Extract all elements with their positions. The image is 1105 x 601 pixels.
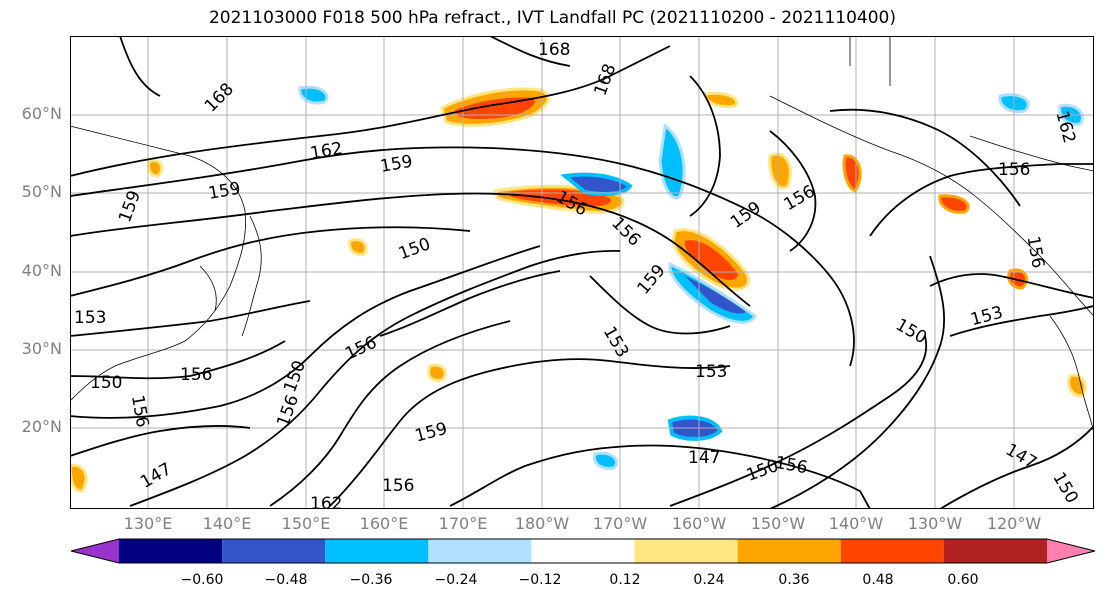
colorbar-tick-label: 0.36 bbox=[778, 572, 810, 588]
shade-patch-8 bbox=[348, 238, 368, 256]
colorbar-outline bbox=[70, 538, 1096, 564]
colorbar-box bbox=[737, 539, 841, 563]
colorbar-tick-label: −0.48 bbox=[264, 572, 308, 588]
shade-patch-4 bbox=[703, 91, 739, 108]
lat-label-40n: 40°N bbox=[21, 261, 62, 280]
shade-patch-14 bbox=[427, 363, 447, 382]
contour-label: 162 bbox=[310, 494, 342, 509]
colorbar-tick-label: 0.48 bbox=[862, 572, 894, 588]
colorbar-box bbox=[428, 539, 532, 563]
contour-label: 156 bbox=[180, 365, 212, 385]
shade-nepac-neg-core bbox=[685, 276, 746, 314]
colorbar-tick-label: −0.36 bbox=[349, 572, 393, 588]
lon-label-160w: 160°W bbox=[671, 514, 727, 533]
colorbar-tick-label: −0.24 bbox=[434, 572, 478, 588]
shade-patch-9 bbox=[146, 158, 164, 178]
shade-patch-12 bbox=[592, 451, 619, 470]
coastlines bbox=[70, 36, 1094, 437]
map-gridlines bbox=[70, 36, 1094, 509]
shade-patch-1 bbox=[768, 152, 792, 190]
colorbar-boxes bbox=[70, 538, 1096, 564]
height-contours bbox=[70, 36, 1094, 509]
colorbar-tick-label: −0.12 bbox=[518, 572, 562, 588]
lon-label-170e: 170°E bbox=[438, 514, 488, 533]
lon-label-170w: 170°W bbox=[592, 514, 648, 533]
contour-label: 156 bbox=[382, 476, 414, 496]
shade-nepac-core bbox=[684, 240, 738, 280]
shade-okhotsk-core bbox=[455, 97, 535, 119]
contour-label: 153 bbox=[74, 308, 106, 328]
colorbar-box bbox=[325, 539, 429, 563]
shade-patch-3 bbox=[298, 85, 329, 105]
lon-label-150e: 150°E bbox=[281, 514, 331, 533]
lon-label-130e: 130°E bbox=[123, 514, 173, 533]
map-panel: 168 168 162 159 159 159 156 156 156 153 … bbox=[70, 36, 1094, 509]
lon-label-140e: 140°E bbox=[202, 514, 252, 533]
colorbar-box bbox=[531, 539, 635, 563]
colorbar-tick-label: −0.60 bbox=[180, 572, 224, 588]
colorbar-box bbox=[222, 539, 326, 563]
colorbar-box bbox=[119, 539, 223, 563]
lat-label-20n: 20°N bbox=[21, 417, 62, 436]
colorbar-arrow-max bbox=[1047, 539, 1095, 563]
colorbar-tick-label: 0.60 bbox=[947, 572, 979, 588]
shade-patch-13 bbox=[70, 463, 88, 493]
contour-label: 156 bbox=[998, 160, 1030, 180]
colorbar-box bbox=[634, 539, 738, 563]
lon-label-140w: 140°W bbox=[828, 514, 884, 533]
lat-label-50n: 50°N bbox=[21, 182, 62, 201]
lon-label-120w: 120°W bbox=[986, 514, 1042, 533]
colorbar-tick-label: 0.24 bbox=[693, 572, 725, 588]
lat-label-60n: 60°N bbox=[21, 104, 62, 123]
contour-label: 168 bbox=[538, 40, 570, 60]
colorbar bbox=[70, 538, 1096, 564]
lon-label-180w: 180°W bbox=[514, 514, 570, 533]
colorbar-box bbox=[943, 539, 1047, 563]
lon-label-160e: 160°E bbox=[359, 514, 409, 533]
contour-label: 150 bbox=[90, 373, 122, 393]
colorbar-arrow-min bbox=[71, 539, 119, 563]
colorbar-tick-label: 0.12 bbox=[609, 572, 641, 588]
shade-jet-neg bbox=[560, 172, 633, 196]
lat-label-30n: 30°N bbox=[21, 339, 62, 358]
lon-label-150w: 150°W bbox=[750, 514, 806, 533]
map-frame bbox=[70, 36, 1094, 509]
contour-label: 153 bbox=[695, 362, 727, 382]
colorbar-box bbox=[840, 539, 944, 563]
map-title: 2021103000 F018 500 hPa refract., IVT La… bbox=[208, 8, 896, 28]
lon-label-130w: 130°W bbox=[907, 514, 963, 533]
shade-patch-7 bbox=[938, 194, 970, 214]
contour-label: 147 bbox=[688, 448, 720, 468]
